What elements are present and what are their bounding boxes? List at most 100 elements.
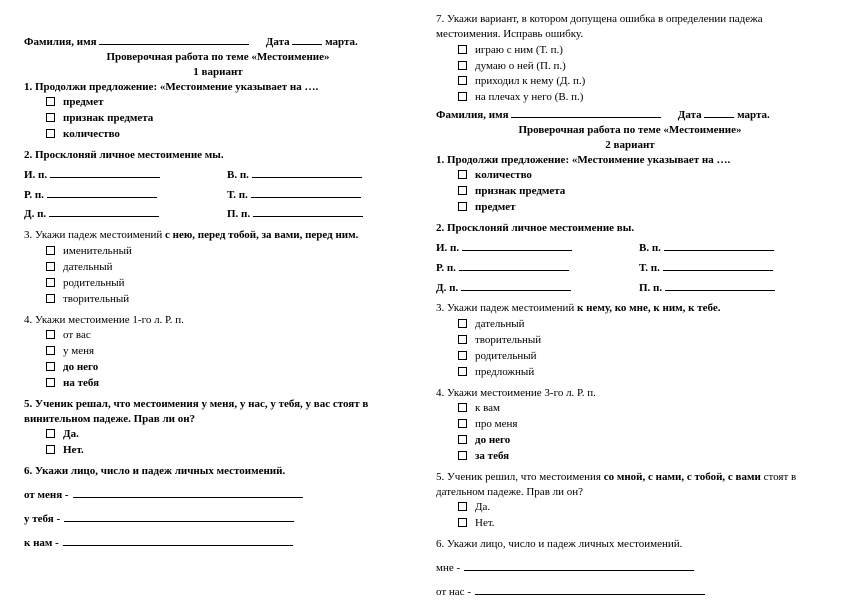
q1-opt[interactable]: количество xyxy=(436,168,824,183)
checkbox-icon[interactable] xyxy=(46,378,55,387)
checkbox-icon[interactable] xyxy=(46,362,55,371)
case-blank[interactable] xyxy=(665,280,775,291)
checkbox-icon[interactable] xyxy=(458,351,467,360)
checkbox-icon[interactable] xyxy=(458,92,467,101)
date-label: Дата xyxy=(678,109,702,121)
q5-prompt: 5. Ученик решал, что местоимения у меня,… xyxy=(24,397,412,427)
case-blank[interactable] xyxy=(47,187,157,198)
case-blank[interactable] xyxy=(462,240,572,251)
q3-opt[interactable]: родительный xyxy=(436,349,824,364)
case-label: Т. п. xyxy=(227,189,248,201)
q1-opt[interactable]: признак предмета xyxy=(436,184,824,199)
q4-opt[interactable]: до него xyxy=(436,433,824,448)
q1-opt[interactable]: количество xyxy=(24,127,412,142)
date-blank[interactable] xyxy=(292,34,322,45)
q4-opt[interactable]: у меня xyxy=(24,344,412,359)
answer-blank[interactable] xyxy=(475,584,705,595)
checkbox-icon[interactable] xyxy=(458,502,467,511)
checkbox-icon[interactable] xyxy=(46,246,55,255)
date-blank[interactable] xyxy=(704,107,734,118)
q4-opt[interactable]: на тебя xyxy=(24,376,412,391)
q7-opt[interactable]: на плечах у него (В. п.) xyxy=(436,90,824,105)
q3-opt[interactable]: творительный xyxy=(24,292,412,307)
checkbox-icon[interactable] xyxy=(46,445,55,454)
answer-blank[interactable] xyxy=(63,535,293,546)
q3-opt[interactable]: дательный xyxy=(24,260,412,275)
q4-opt[interactable]: за тебя xyxy=(436,449,824,464)
checkbox-icon[interactable] xyxy=(46,262,55,271)
checkbox-icon[interactable] xyxy=(458,170,467,179)
case-blank[interactable] xyxy=(251,187,361,198)
q5-opt[interactable]: Да. xyxy=(436,500,824,515)
q5-opt[interactable]: Нет. xyxy=(436,516,824,531)
name-blank[interactable] xyxy=(99,34,249,45)
q3-opt-label: дательный xyxy=(475,317,525,332)
checkbox-icon[interactable] xyxy=(458,319,467,328)
name-blank[interactable] xyxy=(511,107,661,118)
q4-opt[interactable]: про меня xyxy=(436,417,824,432)
q3-opt[interactable]: именительный xyxy=(24,244,412,259)
q3-opt[interactable]: творительный xyxy=(436,333,824,348)
q5-opt-label: Нет. xyxy=(63,443,84,458)
checkbox-icon[interactable] xyxy=(46,129,55,138)
case-blank[interactable] xyxy=(663,260,773,271)
checkbox-icon[interactable] xyxy=(458,202,467,211)
q6-item-label: от нас - xyxy=(436,585,471,600)
q6-item-label: от меня - xyxy=(24,488,69,503)
case-label: Д. п. xyxy=(24,208,46,220)
checkbox-icon[interactable] xyxy=(458,61,467,70)
checkbox-icon[interactable] xyxy=(46,330,55,339)
q1-opt-label: количество xyxy=(475,168,532,183)
q1-opt[interactable]: предмет xyxy=(436,200,824,215)
case-blank[interactable] xyxy=(50,167,160,178)
checkbox-icon[interactable] xyxy=(458,45,467,54)
q5-prompt-v2: 5. Ученик решил, что местоимения со мной… xyxy=(436,470,824,500)
checkbox-icon[interactable] xyxy=(458,186,467,195)
checkbox-icon[interactable] xyxy=(458,451,467,460)
checkbox-icon[interactable] xyxy=(458,419,467,428)
checkbox-icon[interactable] xyxy=(46,113,55,122)
case-blank[interactable] xyxy=(49,206,159,217)
checkbox-icon[interactable] xyxy=(458,76,467,85)
q5-opt[interactable]: Нет. xyxy=(24,443,412,458)
checkbox-icon[interactable] xyxy=(46,278,55,287)
case-blank[interactable] xyxy=(252,167,362,178)
case-blank[interactable] xyxy=(253,206,363,217)
name-label: Фамилия, имя xyxy=(436,109,509,121)
answer-blank[interactable] xyxy=(73,487,303,498)
q5-opt-label: Нет. xyxy=(475,516,495,531)
q5-opt-label: Да. xyxy=(63,427,79,442)
case-blank[interactable] xyxy=(459,260,569,271)
q4-opt[interactable]: от вас xyxy=(24,328,412,343)
checkbox-icon[interactable] xyxy=(46,346,55,355)
q4-opt[interactable]: к вам xyxy=(436,401,824,416)
q7-opt[interactable]: думаю о ней (П. п.) xyxy=(436,59,824,74)
q7-opt[interactable]: играю с ним (Т. п.) xyxy=(436,43,824,58)
answer-blank[interactable] xyxy=(64,511,294,522)
checkbox-icon[interactable] xyxy=(458,367,467,376)
checkbox-icon[interactable] xyxy=(458,518,467,527)
variant-2-column: 7. Укажи вариант, в котором допущена оши… xyxy=(436,12,824,583)
q5-opt[interactable]: Да. xyxy=(24,427,412,442)
q4-opt[interactable]: до него xyxy=(24,360,412,375)
case-blank[interactable] xyxy=(461,280,571,291)
q7-opt-label: приходил к нему (Д. п.) xyxy=(475,74,585,89)
q3-opt[interactable]: родительный xyxy=(24,276,412,291)
checkbox-icon[interactable] xyxy=(458,403,467,412)
q1-prompt: 1. Продолжи предложение: «Местоимение ук… xyxy=(24,80,412,95)
checkbox-icon[interactable] xyxy=(46,97,55,106)
q2-prompt-v2: 2. Просклоняй личное местоимение вы. xyxy=(436,221,824,236)
case-blank[interactable] xyxy=(664,240,774,251)
q7-opt[interactable]: приходил к нему (Д. п.) xyxy=(436,74,824,89)
q3-opt[interactable]: предложный xyxy=(436,365,824,380)
checkbox-icon[interactable] xyxy=(46,294,55,303)
q1-opt[interactable]: предмет xyxy=(24,95,412,110)
q1-opt[interactable]: признак предмета xyxy=(24,111,412,126)
answer-blank[interactable] xyxy=(464,560,694,571)
q3-opt[interactable]: дательный xyxy=(436,317,824,332)
checkbox-icon[interactable] xyxy=(458,435,467,444)
q4-prompt-v2: 4. Укажи местоимение 3-го л. Р. п. xyxy=(436,386,824,401)
case-label: И. п. xyxy=(436,242,459,254)
checkbox-icon[interactable] xyxy=(458,335,467,344)
checkbox-icon[interactable] xyxy=(46,429,55,438)
